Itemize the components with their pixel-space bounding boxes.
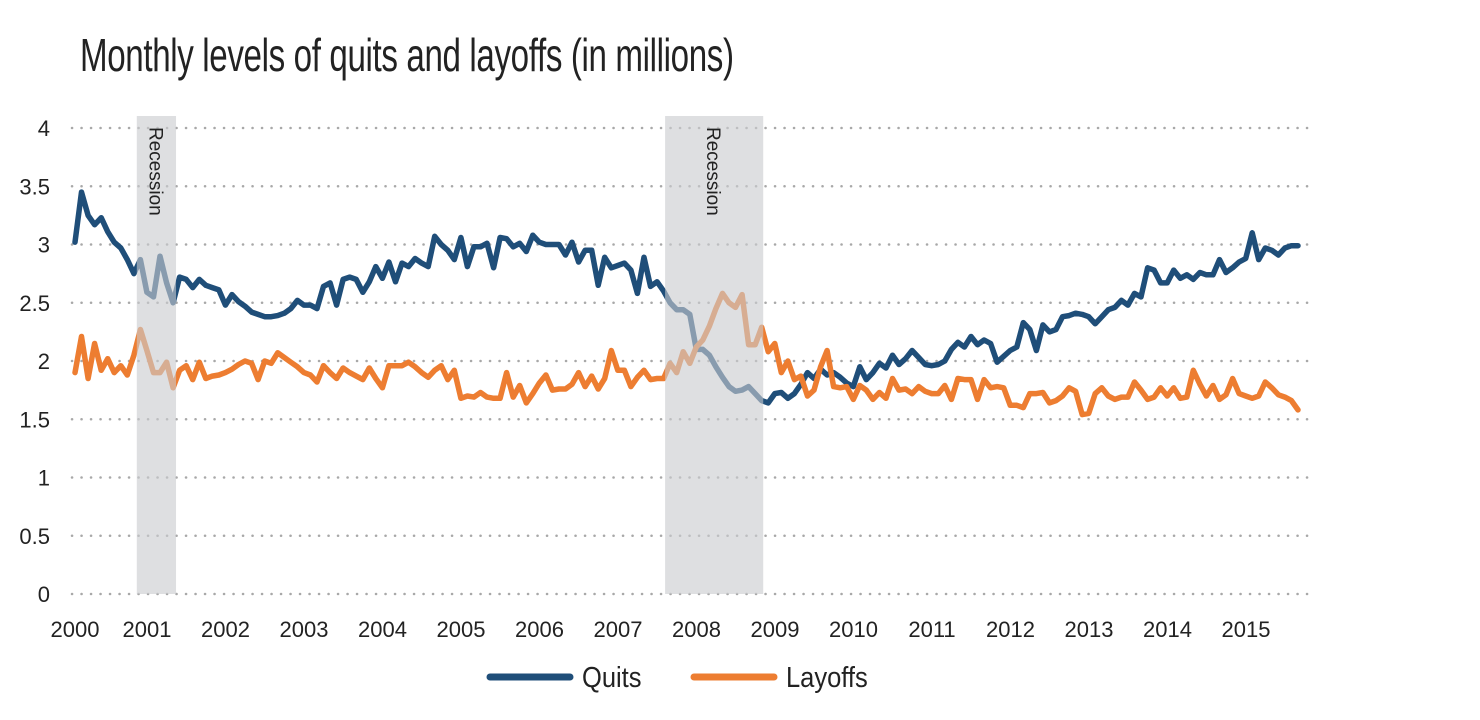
x-tick-label: 2015 bbox=[1222, 617, 1271, 642]
x-tick-label: 2009 bbox=[751, 617, 800, 642]
y-tick-label: 2 bbox=[38, 349, 50, 374]
x-tick-label: 2003 bbox=[280, 617, 329, 642]
x-axis-ticks: 2000 2001 2002 2003 2004 2005 2006 2007 2008 2009… bbox=[51, 617, 1271, 642]
y-tick-label: 1.5 bbox=[19, 407, 50, 432]
x-tick-label: 2007 bbox=[594, 617, 643, 642]
y-tick-label: 4 bbox=[38, 116, 50, 141]
chart-title: Monthly levels of quits and layoffs (in … bbox=[80, 29, 734, 81]
y-tick-label: 3.5 bbox=[19, 174, 50, 199]
x-tick-label: 2008 bbox=[672, 617, 721, 642]
legend-item-layoffs: Layoffs bbox=[690, 660, 868, 693]
x-tick-label: 2013 bbox=[1065, 617, 1114, 642]
x-tick-label: 2011 bbox=[908, 617, 955, 642]
x-tick-label: 2000 bbox=[51, 617, 100, 642]
x-tick-label: 2012 bbox=[986, 617, 1035, 642]
x-tick-label: 2010 bbox=[829, 617, 878, 642]
x-tick-label: 2002 bbox=[201, 617, 250, 642]
legend: Quits Layoffs bbox=[486, 660, 868, 693]
legend-item-quits: Quits bbox=[486, 660, 642, 693]
x-tick-label: 2004 bbox=[358, 617, 407, 642]
x-tick-label: 2006 bbox=[515, 617, 564, 642]
x-tick-label: 2005 bbox=[437, 617, 486, 642]
y-tick-label: 0 bbox=[38, 582, 50, 607]
y-tick-label: 0.5 bbox=[19, 524, 50, 549]
recession-label: Recession bbox=[144, 127, 165, 216]
y-tick-label: 3 bbox=[38, 233, 50, 258]
x-tick-label: 2001 bbox=[123, 617, 172, 642]
y-tick-label: 2.5 bbox=[19, 291, 50, 316]
recession-band bbox=[665, 116, 764, 594]
recession-bands: Recession Recession bbox=[136, 116, 764, 594]
recession-band bbox=[136, 116, 177, 594]
y-axis-ticks: 0 0.5 1 1.5 2 2.5 3 3.5 4 bbox=[19, 116, 50, 607]
recession-label: Recession bbox=[702, 127, 723, 216]
legend-label: Layoffs bbox=[786, 660, 868, 693]
x-tick-label: 2014 bbox=[1143, 617, 1192, 642]
legend-label: Quits bbox=[582, 660, 642, 693]
y-tick-label: 1 bbox=[38, 466, 50, 491]
